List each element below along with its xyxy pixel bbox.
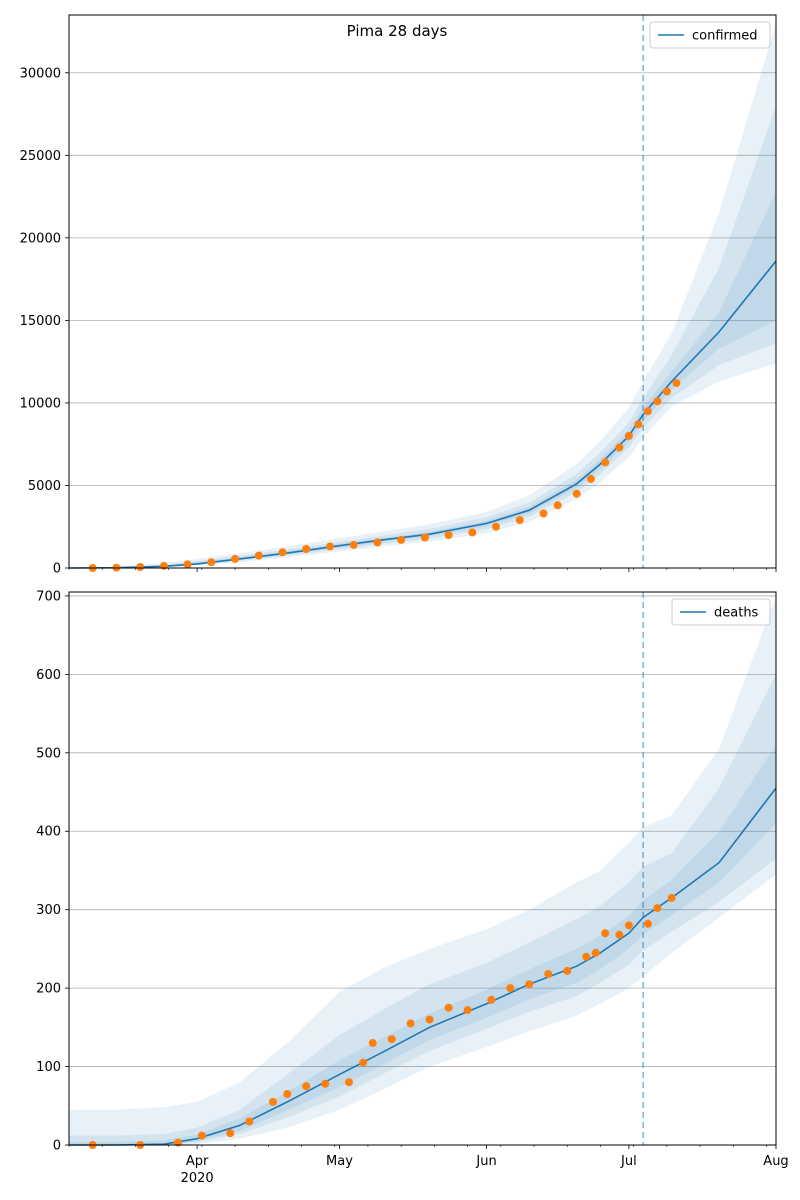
observed-point [586,474,595,483]
x-tick-label: Aug [763,1154,788,1169]
observed-point [359,1058,368,1067]
y-tick-label: 700 [36,589,61,604]
observed-point [624,921,633,930]
y-tick-label: 15000 [20,314,61,329]
observed-point [406,1019,415,1028]
observed-point [544,970,553,978]
confirmed-panel: 0 5000 10000 15000 20000 25000 30000 confirmed [20,14,777,577]
observed-point [591,948,600,957]
observed-point [349,540,358,549]
observed-point [278,548,287,557]
y-tick-label: 300 [36,903,61,918]
observed-point [624,431,633,440]
x-tick-label: Jun [475,1154,496,1169]
observed-point [326,542,334,551]
observed-point [643,919,652,928]
observed-point [159,561,168,570]
observed-point [425,1015,434,1024]
observed-point [643,407,652,416]
y-tick-label: 200 [36,982,61,997]
observed-point [420,533,429,542]
legend-box [649,21,771,49]
observed-point [601,929,610,938]
model-line [68,260,777,569]
observed-point [283,1090,292,1098]
figure-title: Pima 28 days [347,22,448,40]
observed-point [302,545,311,553]
observed-point [373,538,382,547]
confidence-band-2 [69,674,776,1145]
legend-box [671,598,771,626]
x-tick-label: Jul [620,1154,637,1169]
observed-point [368,1039,377,1047]
y-tick-label: 0 [53,562,61,577]
observed-point [226,1129,235,1138]
x-tick-sublabel: 2020 [181,1171,214,1186]
observed-point [269,1097,277,1106]
x-tick-label: May [326,1154,353,1169]
y-tick-label: 0 [53,1139,61,1154]
legend-label: confirmed [692,29,758,44]
observed-point [553,501,562,510]
observed-point [387,1035,396,1044]
model-line [69,787,777,1146]
y-tick-label: 25000 [20,149,61,164]
y-tick-label: 30000 [20,66,61,81]
observed-point [582,952,591,961]
observed-point [468,528,477,537]
observed-point [302,1082,311,1091]
observed-point [444,531,453,539]
observed-point [397,535,406,544]
observed-point [653,904,662,913]
observed-point [245,1117,254,1126]
legend-label: deaths [714,606,759,621]
confidence-band-1 [69,23,776,569]
deaths-panel: 0 100 200 300 400 500 600 700 Apr 2020 May Jun Jul Au… [36,589,789,1186]
observed-point [615,443,624,452]
y-tick-label: 5000 [28,479,61,494]
observed-point [231,554,240,563]
observed-point [601,458,610,467]
y-tick-label: 500 [36,746,61,761]
observed-point [662,387,671,396]
observed-point [207,558,216,567]
observed-point [525,980,534,989]
y-tick-label: 20000 [20,231,61,246]
observed-point [345,1078,353,1087]
y-tick-label: 400 [36,825,61,840]
observed-point [515,516,524,525]
observed-point [672,379,681,388]
confidence-band-1 [69,595,776,1145]
observed-point [136,563,145,571]
observed-point [197,1131,206,1140]
observed-point [572,489,581,498]
observed-point [506,984,515,993]
observed-point [487,995,496,1004]
observed-point [563,966,572,975]
observed-point [183,560,192,569]
observed-point [667,893,676,902]
observed-point [492,522,500,531]
axes-frame [68,14,777,569]
axes-frame [68,591,777,1146]
confidence-band-3 [69,191,776,568]
observed-point [615,930,624,939]
y-tick-label: 100 [36,1060,61,1075]
y-tick-label: 600 [36,668,61,683]
observed-point [444,1003,453,1012]
observed-point [321,1079,330,1088]
y-tick-label: 10000 [20,396,61,411]
observed-point [653,397,662,406]
x-tick-label: Apr [186,1154,209,1169]
observed-point [634,420,643,429]
observed-point [254,551,263,560]
observed-point [463,1006,472,1015]
observed-point [539,509,548,518]
